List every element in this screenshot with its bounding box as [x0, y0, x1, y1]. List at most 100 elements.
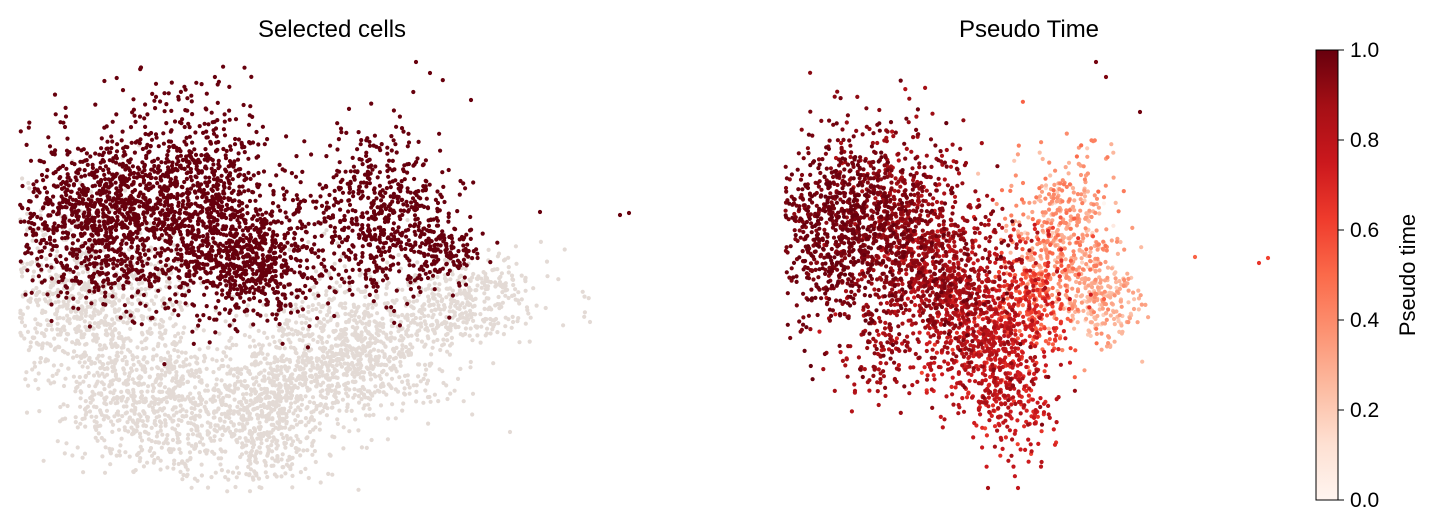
selected-cell-point [101, 168, 106, 173]
unselected-cell-point [471, 318, 476, 323]
selected-cell-point [189, 231, 194, 236]
unselected-cell-point [479, 276, 484, 281]
unselected-cell-point [366, 331, 371, 336]
selected-cell-point [124, 241, 129, 246]
unselected-cell-point [142, 400, 147, 405]
unselected-cell-point [50, 373, 55, 378]
unselected-cell-point [117, 307, 122, 312]
unselected-cell-point [234, 437, 239, 443]
unselected-cell-point [373, 302, 378, 307]
unselected-cell-point [335, 323, 340, 328]
unselected-cell-point [249, 448, 254, 454]
selected-cell-point [142, 238, 147, 243]
unselected-cell-point [205, 485, 211, 490]
selected-cell-point [235, 157, 241, 162]
selected-cell-point [262, 142, 267, 147]
unselected-cell-point [134, 367, 139, 372]
unselected-cell-point [506, 317, 511, 322]
unselected-cell-point [149, 298, 154, 303]
unselected-cell-point [294, 351, 299, 356]
unselected-cell-point [150, 357, 156, 362]
selected-cell-point [29, 221, 34, 226]
selected-cell-point [174, 299, 179, 304]
unselected-cell-point [466, 291, 471, 296]
unselected-cell-point [138, 444, 143, 449]
unselected-cell-point [96, 431, 101, 436]
unselected-cell-point [226, 394, 232, 399]
unselected-cell-point [448, 391, 453, 396]
unselected-cell-point [426, 313, 431, 318]
unselected-cell-point [120, 414, 125, 419]
unselected-cell-point [319, 337, 324, 342]
selected-cell-point [248, 104, 253, 109]
selected-cell-point [49, 318, 54, 324]
unselected-cell-point [534, 303, 539, 308]
unselected-cell-point [76, 326, 81, 331]
unselected-cell-point [309, 380, 314, 385]
selected-cell-point [246, 170, 251, 175]
unselected-cell-point [73, 420, 78, 425]
unselected-cell-point [149, 425, 154, 430]
unselected-cell-point [185, 472, 190, 477]
selected-cell-point [129, 294, 135, 299]
unselected-cell-point [67, 321, 72, 326]
unselected-cell-point [33, 317, 38, 322]
unselected-cell-point [482, 291, 487, 296]
unselected-cell-point [220, 432, 225, 438]
selected-cell-point [265, 137, 270, 142]
unselected-cell-point [495, 330, 500, 335]
unselected-cell-point [405, 217, 410, 223]
unselected-cell-point [115, 397, 120, 402]
unselected-cell-point [271, 463, 276, 468]
unselected-cell-point [242, 365, 248, 370]
unselected-cell-point [303, 320, 308, 325]
unselected-cell-point [157, 382, 162, 387]
unselected-cell-point [219, 468, 224, 473]
unselected-cell-point [164, 279, 170, 284]
unselected-cell-point [165, 390, 170, 395]
selected-cell-point [104, 263, 109, 268]
unselected-cell-point [220, 357, 225, 363]
unselected-cell-point [172, 458, 177, 463]
unselected-cell-point [295, 396, 300, 401]
unselected-cell-point [516, 316, 521, 321]
selected-cell-point [162, 109, 167, 114]
unselected-cell-point [191, 396, 196, 401]
unselected-cell-point [33, 326, 38, 331]
unselected-cell-point [432, 392, 437, 397]
unselected-cell-point [272, 356, 277, 361]
selected-cell-point [126, 232, 131, 237]
unselected-cell-point [474, 325, 479, 330]
selected-cell-point [162, 301, 167, 306]
unselected-cell-point [131, 469, 136, 474]
unselected-cell-point [426, 421, 431, 426]
unselected-cell-point [237, 400, 242, 405]
unselected-cell-point [121, 345, 126, 350]
unselected-cell-point [248, 467, 253, 472]
unselected-cell-point [135, 355, 140, 360]
selected-cell-point [239, 140, 244, 145]
selected-cell-point [108, 257, 113, 262]
unselected-cell-point [318, 393, 323, 398]
selected-cell-point [36, 226, 41, 231]
unselected-cell-point [422, 344, 427, 349]
unselected-cell-point [330, 400, 335, 406]
unselected-cell-point [432, 331, 437, 336]
unselected-cell-point [318, 403, 323, 408]
unselected-cell-point [506, 265, 511, 270]
unselected-cell-point [270, 456, 275, 461]
selected-cell-point [111, 261, 116, 266]
selected-cell-point [45, 168, 50, 173]
selected-cell-point [130, 254, 135, 259]
selected-cell-point [228, 144, 233, 149]
unselected-cell-point [467, 333, 472, 338]
selected-cell-point [70, 241, 75, 246]
unselected-cell-point [108, 400, 113, 405]
unselected-cell-point [117, 377, 122, 382]
unselected-cell-point [245, 421, 250, 426]
unselected-cell-point [126, 374, 132, 379]
unselected-cell-point [88, 395, 93, 401]
unselected-cell-point [316, 301, 321, 307]
unselected-cell-point [96, 324, 101, 329]
unselected-cell-point [381, 341, 386, 346]
